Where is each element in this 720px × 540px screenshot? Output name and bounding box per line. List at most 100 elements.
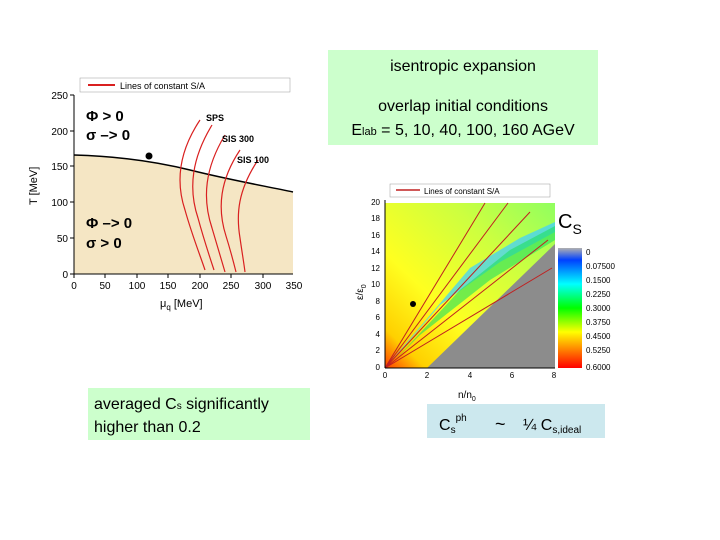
left-x-ticks: 0 50 100 150 200 250 300 350 [71, 274, 303, 292]
eps-ratio: ε/ε [355, 288, 366, 300]
ytick-250: 250 [51, 91, 68, 102]
cs-ph-note: Csph ~ ¼ Cs,ideal [427, 404, 605, 438]
hadron-phase-region [74, 155, 293, 274]
right-ylabel: ε/ε0 [355, 284, 368, 300]
cbar-2: 0.1500 [586, 276, 611, 285]
ytick-200: 200 [51, 127, 68, 138]
colorbar [558, 248, 582, 368]
rytick-16: 16 [371, 231, 380, 240]
note-rest: significantly [181, 396, 269, 413]
xtick-150: 150 [160, 281, 177, 292]
sigma-lower: σ > 0 [86, 235, 122, 252]
tilde: ~ [495, 414, 506, 434]
phi-upper: Φ > 0 [86, 108, 124, 125]
cs-c: C [558, 211, 572, 233]
mu-unit: [MeV] [171, 298, 203, 310]
cbar-6: 0.4500 [586, 332, 611, 341]
rytick-6: 6 [376, 313, 381, 322]
label-sps: SPS [206, 113, 224, 123]
xtick-0: 0 [71, 281, 77, 292]
isentrope-lines [179, 119, 259, 273]
rytick-10: 10 [371, 280, 380, 289]
overlap-text: overlap initial conditions [378, 98, 548, 115]
quarter-cs: ¼ C [523, 417, 552, 434]
rytick-8: 8 [376, 297, 381, 306]
svg-text:¼ Cs,ideal: ¼ Cs,ideal [523, 417, 581, 436]
elab-sub: lab [362, 126, 377, 138]
mu-sub: q [166, 303, 170, 312]
cs-ph-c: C [439, 417, 451, 434]
info-box: isentropic expansion overlap initial con… [328, 50, 598, 145]
cbar-1: 0.07500 [586, 262, 615, 271]
left-legend-text: Lines of constant S/A [120, 81, 205, 91]
rxtick-8: 8 [552, 371, 557, 380]
cbar-4: 0.3000 [586, 304, 611, 313]
rytick-14: 14 [371, 247, 380, 256]
right-critical-point [410, 301, 416, 307]
ytick-150: 150 [51, 162, 68, 173]
note-line2: higher than 0.2 [94, 419, 201, 436]
xtick-350: 350 [286, 281, 303, 292]
eps-sub: 0 [361, 284, 368, 288]
forbidden-region [427, 244, 555, 368]
cs-ph-sup: ph [456, 413, 467, 424]
xtick-100: 100 [129, 281, 146, 292]
rxtick-4: 4 [468, 371, 473, 380]
left-ylabel: T [MeV] [28, 167, 40, 205]
xtick-250: 250 [223, 281, 240, 292]
right-legend-text: Lines of constant S/A [424, 187, 500, 196]
cbar-8: 0.6000 [586, 363, 611, 372]
cbar-7: 0.5250 [586, 346, 611, 355]
critical-point [145, 152, 153, 160]
sigma-upper: σ –> 0 [86, 127, 130, 144]
cbar-5: 0.3750 [586, 318, 611, 327]
left-xlabel: μq [MeV] [160, 298, 203, 312]
colorbar-ticks: 0 0.07500 0.1500 0.2250 0.3000 0.3750 0.… [586, 248, 615, 372]
rxtick-2: 2 [425, 371, 430, 380]
rytick-0: 0 [376, 363, 381, 372]
cs-label: CS [558, 211, 582, 237]
n-sub: 0 [472, 396, 476, 403]
right-y-ticks: 0 2 4 6 8 10 12 14 16 18 20 [371, 198, 380, 372]
rxtick-6: 6 [510, 371, 515, 380]
rytick-12: 12 [371, 264, 380, 273]
rxtick-0: 0 [383, 371, 388, 380]
cs-ph-formula: Csph ~ ¼ Cs,ideal [439, 413, 581, 436]
xtick-50: 50 [99, 281, 111, 292]
right-legend-box [389, 183, 551, 198]
elab-e: E [351, 122, 363, 139]
left-y-ticks: 0 50 100 150 200 250 [51, 91, 74, 281]
ytick-50: 50 [57, 234, 69, 245]
phase-boundary-line [73, 154, 294, 193]
cbar-0: 0 [586, 248, 591, 257]
green-band [395, 226, 555, 360]
phi-lower: Φ –> 0 [86, 215, 132, 232]
rytick-20: 20 [371, 198, 380, 207]
mu-symbol: μ [160, 298, 166, 310]
note-prefix: averaged C [94, 396, 177, 413]
left-legend-box [79, 77, 291, 93]
averaged-cs-note: averaged Cs significantly higher than 0.… [88, 388, 310, 440]
label-sis300: SIS 300 [222, 134, 254, 144]
right-isentrope-lines [384, 202, 553, 369]
xtick-200: 200 [192, 281, 209, 292]
ytick-100: 100 [51, 198, 68, 209]
rytick-18: 18 [371, 214, 380, 223]
cbar-3: 0.2250 [586, 290, 611, 299]
n-ratio: n/n [458, 390, 472, 401]
cs-ph-sub: s [451, 425, 456, 436]
note-sub: s [176, 401, 182, 412]
ytick-0: 0 [62, 270, 68, 281]
right-xlabel: n/n0 [458, 390, 476, 403]
xtick-300: 300 [255, 281, 272, 292]
elab-values: = 5, 10, 40, 100, 160 AGeV [376, 122, 575, 139]
cs-ideal-sub: s,ideal [552, 425, 581, 436]
cs-s: S [572, 221, 581, 237]
note-line1: averaged Cs significantly [94, 394, 310, 417]
elab-text: Elab = 5, 10, 40, 100, 160 AGeV [328, 122, 598, 140]
label-sis100: SIS 100 [237, 155, 269, 165]
right-x-ticks: 0 2 4 6 8 [383, 371, 557, 380]
rytick-4: 4 [376, 330, 381, 339]
